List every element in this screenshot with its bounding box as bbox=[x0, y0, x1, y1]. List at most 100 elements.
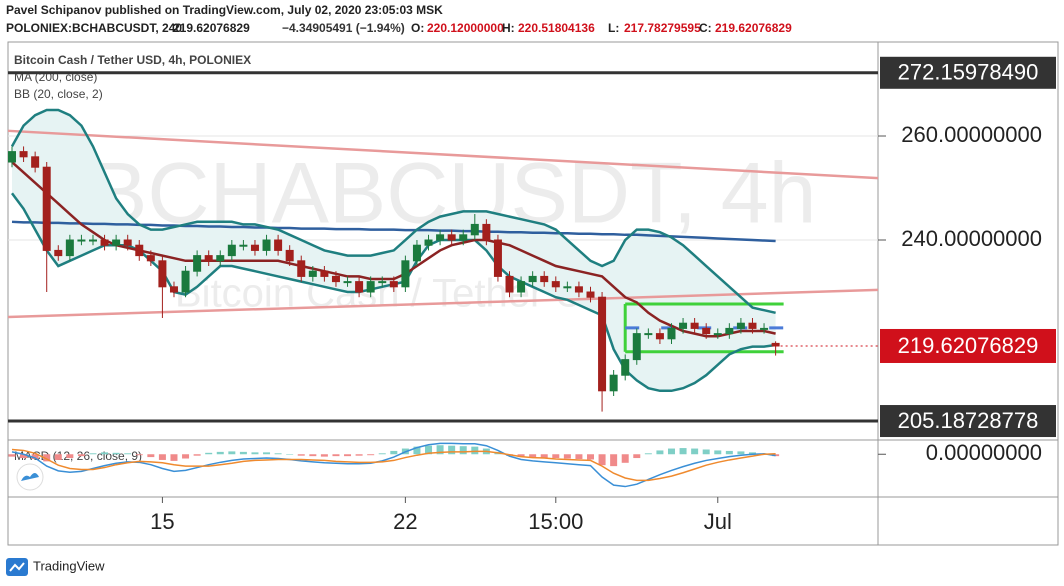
candle-body bbox=[447, 234, 456, 241]
candle-body bbox=[598, 296, 607, 392]
candle-body bbox=[65, 239, 74, 257]
macd-bar bbox=[691, 448, 699, 455]
candle-body bbox=[644, 333, 653, 336]
y-tick-label: 0.00000000 bbox=[926, 440, 1042, 465]
candle-body bbox=[482, 223, 491, 241]
candle-body bbox=[54, 249, 63, 257]
macd-bar bbox=[239, 451, 247, 455]
macd-bar bbox=[89, 453, 97, 455]
macd-bar bbox=[309, 454, 317, 457]
macd-bar bbox=[193, 454, 201, 456]
candle-body bbox=[586, 291, 595, 298]
candle-body bbox=[19, 151, 28, 158]
ohlc-value: 217.78279595 bbox=[624, 21, 701, 35]
footer-brand: TradingView bbox=[33, 558, 105, 573]
candle-body bbox=[702, 327, 711, 335]
candle-body bbox=[239, 244, 248, 247]
candle-body bbox=[540, 275, 549, 283]
macd-bar bbox=[714, 450, 722, 455]
y-tick-label: 240.00000000 bbox=[901, 226, 1042, 251]
candle-body bbox=[493, 239, 502, 277]
candle-body bbox=[551, 281, 560, 288]
ohlc-value: 220.51804136 bbox=[518, 21, 595, 35]
macd-bar bbox=[563, 454, 571, 459]
candle-body bbox=[436, 234, 445, 241]
candle-body bbox=[378, 281, 387, 284]
candle-body bbox=[331, 275, 340, 283]
level-badge bbox=[880, 405, 1056, 438]
candle-body bbox=[621, 359, 630, 376]
legend-entry: Bitcoin Cash / Tether USD, 4h, POLONIEX bbox=[14, 53, 251, 67]
candle-body bbox=[285, 249, 294, 262]
ohlc-value: 219.62076829 bbox=[715, 21, 792, 35]
x-tick-label: 22 bbox=[393, 509, 417, 534]
macd-bar bbox=[529, 454, 537, 458]
candle-body bbox=[528, 275, 537, 283]
candle-body bbox=[135, 244, 144, 257]
candle-body bbox=[609, 374, 618, 392]
macd-bar bbox=[135, 454, 143, 456]
publisher: Pavel Schipanov published on TradingView… bbox=[6, 3, 443, 17]
macd-bar bbox=[112, 452, 120, 455]
candle-body bbox=[667, 327, 676, 340]
candle-body bbox=[424, 239, 433, 246]
candle-body bbox=[355, 281, 364, 293]
macd-bar bbox=[263, 452, 271, 455]
candle-body bbox=[181, 270, 190, 293]
macd-bar bbox=[66, 454, 74, 459]
macd-bar bbox=[367, 454, 375, 456]
ohlc-label: O: bbox=[411, 21, 424, 35]
macd-bar bbox=[124, 453, 132, 455]
candle-body bbox=[216, 255, 225, 262]
macd-bar bbox=[413, 446, 421, 455]
macd-bar bbox=[251, 452, 259, 455]
macd-bar bbox=[448, 445, 456, 455]
candle-body bbox=[274, 239, 283, 251]
macd-bar bbox=[587, 454, 594, 460]
candle-body bbox=[193, 255, 202, 272]
signal-line bbox=[11, 448, 776, 482]
x-tick-label: Jul bbox=[704, 509, 732, 534]
x-tick-label: 15:00 bbox=[528, 509, 583, 534]
macd-bar bbox=[77, 454, 85, 457]
candle-body bbox=[343, 281, 352, 284]
candle-body bbox=[517, 281, 526, 293]
macd-bar bbox=[390, 450, 398, 455]
logo bbox=[6, 558, 28, 576]
macd-bar bbox=[216, 451, 224, 455]
macd-bar bbox=[575, 454, 583, 459]
candle-body bbox=[366, 281, 375, 293]
trendline bbox=[7, 129, 879, 180]
macd-bar bbox=[54, 454, 62, 460]
candle-body bbox=[227, 244, 236, 257]
macd-bar bbox=[274, 453, 282, 455]
macd-bar bbox=[355, 454, 363, 456]
bb-upper bbox=[10, 108, 776, 315]
level-label: 205.18728778 bbox=[898, 408, 1039, 433]
candle-body bbox=[470, 223, 479, 236]
candle-body bbox=[88, 239, 97, 242]
macd-bar bbox=[459, 446, 467, 455]
candle-body bbox=[725, 327, 734, 335]
macd-bar bbox=[8, 454, 16, 457]
macd-bar bbox=[725, 450, 733, 455]
macd-bar bbox=[633, 454, 641, 459]
macd-bar bbox=[297, 454, 305, 456]
header-field: POLONIEX:BCHABCUSDT, 240 bbox=[6, 21, 182, 35]
header-field: −4.34905491 (−1.94%) bbox=[282, 21, 405, 35]
level-badge bbox=[880, 56, 1056, 89]
y-tick-label: 260.00000000 bbox=[901, 122, 1042, 147]
level-label: 272.15978490 bbox=[898, 60, 1039, 85]
macd-bar bbox=[320, 454, 328, 457]
macd-bar bbox=[425, 445, 433, 455]
macd-bar bbox=[621, 454, 629, 463]
macd-bar bbox=[31, 454, 39, 459]
candle-body bbox=[459, 234, 468, 241]
ohlc-value: 220.12000000 bbox=[427, 21, 504, 35]
candle-body bbox=[401, 260, 410, 288]
trendline bbox=[7, 288, 879, 319]
macd-bar bbox=[286, 454, 294, 455]
candle-body bbox=[632, 333, 641, 361]
candle-body bbox=[146, 255, 155, 262]
